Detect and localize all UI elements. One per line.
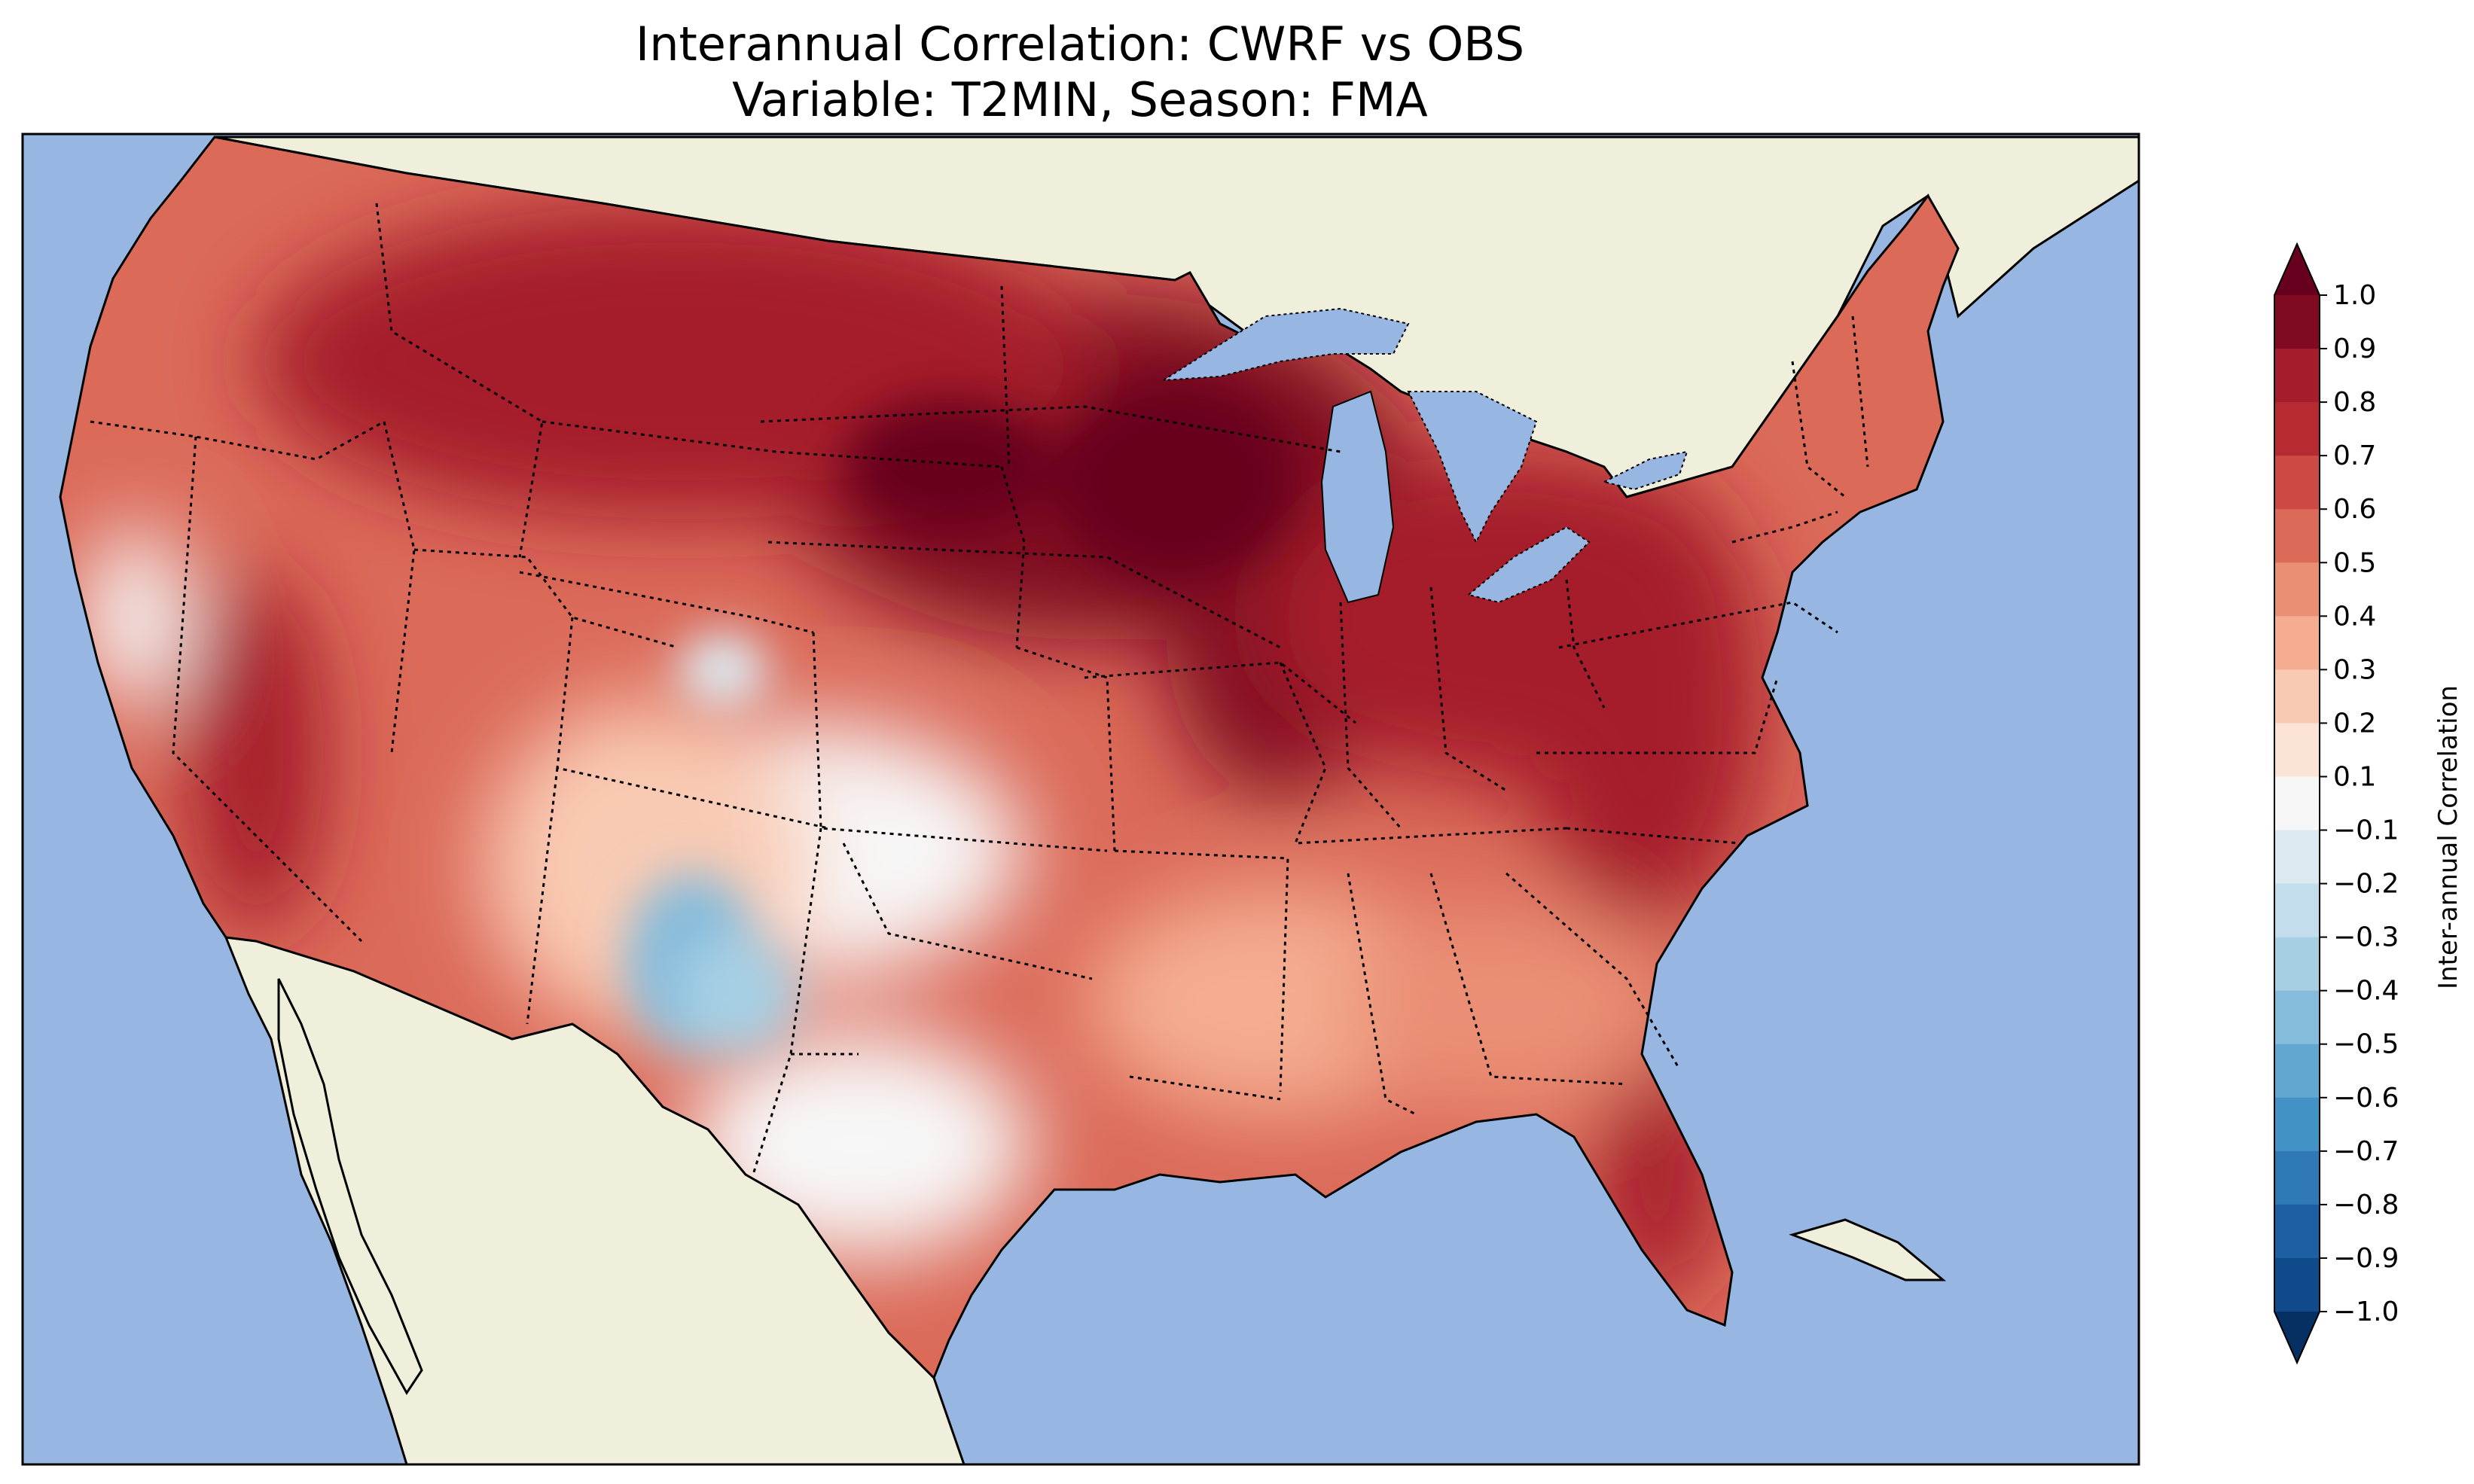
colorbar-band — [2274, 616, 2320, 670]
lake-ontario — [1602, 450, 1688, 491]
colorbar-ticks: 1.0 0.9 0.8 0.7 0.6 0.5 0.4 0.3 0.2 0.1 −0.1 −0.2 −0… — [2320, 280, 2399, 1327]
colorbar-extend-max — [2274, 244, 2320, 295]
colorbar-tick-label: 0.4 — [2333, 601, 2376, 632]
colorbar-tick-label: 0.3 — [2333, 654, 2376, 685]
colorbar-tick-label: −0.6 — [2333, 1083, 2399, 1114]
lake-erie — [1466, 526, 1591, 604]
colorbar-tick-label: −0.2 — [2333, 869, 2399, 900]
colorbar-label: Inter-annual Correlation — [2433, 685, 2463, 989]
map-subtitle: Variable: T2MIN, Season: FMA — [732, 72, 1428, 127]
colorbar-band — [2274, 456, 2320, 510]
colorbar-tick-label: −0.1 — [2333, 815, 2399, 846]
colorbar-band — [2274, 509, 2320, 563]
colorbar-tick-label: 1.0 — [2333, 280, 2376, 311]
colorbar-tick-label: −0.7 — [2333, 1136, 2399, 1167]
lake-michigan — [1320, 390, 1395, 604]
colorbar-tick-label: −0.4 — [2333, 976, 2399, 1007]
colorbar-band — [2274, 990, 2320, 1045]
colorbar-band — [2274, 669, 2320, 724]
baja-peninsula — [277, 978, 423, 1395]
colorbar-band — [2274, 1204, 2320, 1259]
colorbar-tick-label: 0.7 — [2333, 440, 2376, 471]
colorbar-band — [2274, 1150, 2320, 1205]
colorbar-tick-label: 0.6 — [2333, 494, 2376, 525]
colorbar-band — [2274, 349, 2320, 403]
colorbar-tick-label: 0.5 — [2333, 547, 2376, 578]
map-border — [21, 133, 2140, 1466]
lake-superior — [1163, 307, 1410, 381]
lake-huron — [1407, 391, 1538, 544]
colorbar-tick-label: −0.3 — [2333, 922, 2399, 953]
colorbar-band — [2274, 776, 2320, 831]
cuba-island — [1789, 1218, 1947, 1281]
colorbar-tick-label: 0.1 — [2333, 761, 2376, 792]
state-borders — [90, 203, 1869, 1175]
colorbar-tick-label: −0.5 — [2333, 1029, 2399, 1060]
colorbar-tick-label: −0.9 — [2333, 1243, 2399, 1274]
map-title: Interannual Correlation: CWRF vs OBS — [635, 17, 1525, 72]
colorbar-band — [2274, 723, 2320, 777]
colorbar-tick-label: −1.0 — [2333, 1297, 2399, 1327]
colorbar-tick-label: 0.2 — [2333, 708, 2376, 739]
colorbar-tick-label: −0.8 — [2333, 1190, 2399, 1220]
colorbar-extend-min — [2274, 1312, 2320, 1363]
great-lakes — [1163, 307, 1688, 604]
colorbar-blocks — [2274, 242, 2320, 1365]
colorbar-band — [2274, 830, 2320, 885]
map-frame — [23, 134, 2140, 1466]
colorbar-band — [2274, 883, 2320, 938]
colorbar-band — [2274, 937, 2320, 992]
colorbar-band — [2274, 562, 2320, 617]
colorbar-band — [2274, 402, 2320, 456]
colorbar-band — [2274, 1044, 2320, 1099]
colorbar-tick-label: 0.8 — [2333, 387, 2376, 418]
colorbar-band — [2274, 295, 2320, 349]
colorbar-band — [2274, 1257, 2320, 1312]
colorbar-band — [2274, 1097, 2320, 1152]
colorbar-tick-label: 0.9 — [2333, 334, 2376, 364]
